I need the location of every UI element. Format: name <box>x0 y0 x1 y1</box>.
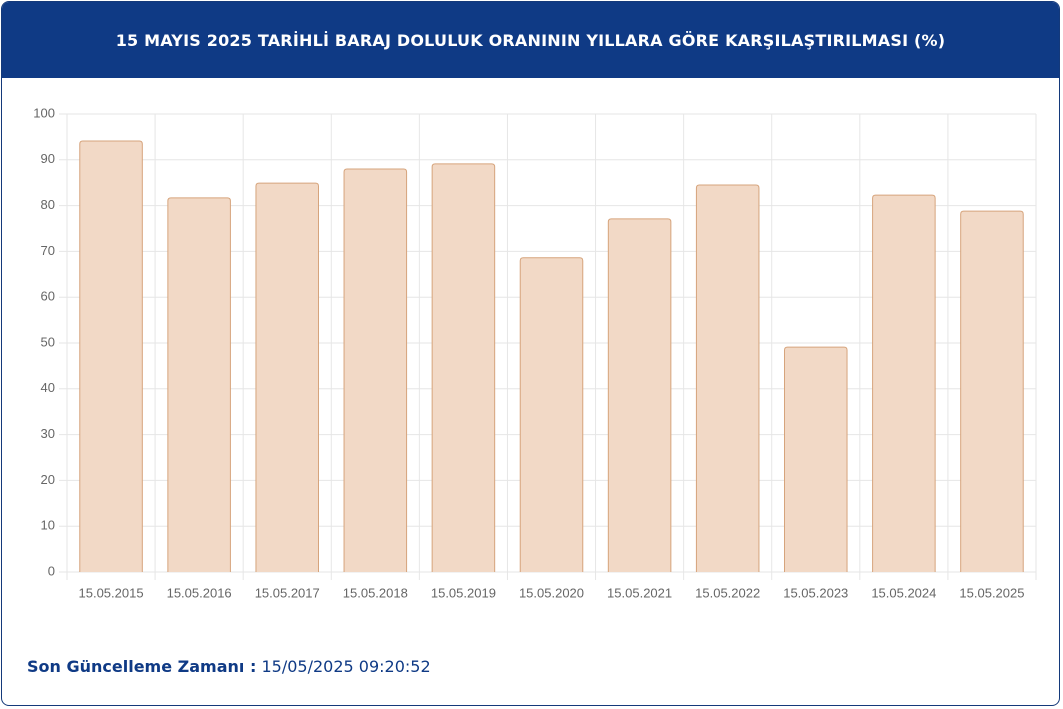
bar <box>872 194 936 572</box>
x-tick-label: 15.05.2017 <box>255 585 320 600</box>
bar <box>607 218 672 572</box>
bar <box>79 140 143 572</box>
x-tick-label: 15.05.2022 <box>695 585 760 600</box>
x-tick-label: 15.05.2023 <box>783 585 848 600</box>
footer-label: Son Güncelleme Zamanı : <box>27 657 257 676</box>
y-tick-label: 90 <box>41 151 55 166</box>
footer-value: 15/05/2025 09:20:52 <box>261 657 431 676</box>
y-tick-label: 0 <box>48 563 55 578</box>
x-tick-label: 15.05.2020 <box>519 585 584 600</box>
bar <box>695 184 760 572</box>
y-tick-label: 30 <box>41 426 55 441</box>
y-tick-label: 70 <box>41 243 55 258</box>
bar <box>784 346 848 572</box>
bar <box>519 257 584 572</box>
footer: Son Güncelleme Zamanı : 15/05/2025 09:20… <box>27 657 431 676</box>
x-tick-label: 15.05.2018 <box>343 585 408 600</box>
bar <box>167 197 231 572</box>
y-tick-label: 60 <box>41 289 55 304</box>
y-tick-label: 50 <box>41 334 55 349</box>
x-tick-label: 15.05.2019 <box>431 585 496 600</box>
x-tick-label: 15.05.2021 <box>607 585 672 600</box>
x-tick-label: 15.05.2024 <box>871 585 936 600</box>
x-tick-label: 15.05.2015 <box>79 585 144 600</box>
bar <box>255 182 319 572</box>
x-tick-label: 15.05.2025 <box>959 585 1024 600</box>
chart-title: 15 MAYIS 2025 TARİHLİ BARAJ DOLULUK ORAN… <box>2 2 1059 78</box>
y-tick-label: 40 <box>41 380 55 395</box>
chart: 0 10 20 30 40 50 60 70 80 90 100 15.05.2015 15.05.20… <box>33 105 1037 600</box>
bar <box>431 163 496 572</box>
y-tick-label: 100 <box>33 105 55 120</box>
y-tick-label: 10 <box>41 518 55 533</box>
y-tick-label: 20 <box>41 472 55 487</box>
y-tick-label: 80 <box>41 197 55 212</box>
bar <box>960 210 1024 572</box>
x-tick-label: 15.05.2016 <box>167 585 232 600</box>
bar <box>343 168 408 572</box>
